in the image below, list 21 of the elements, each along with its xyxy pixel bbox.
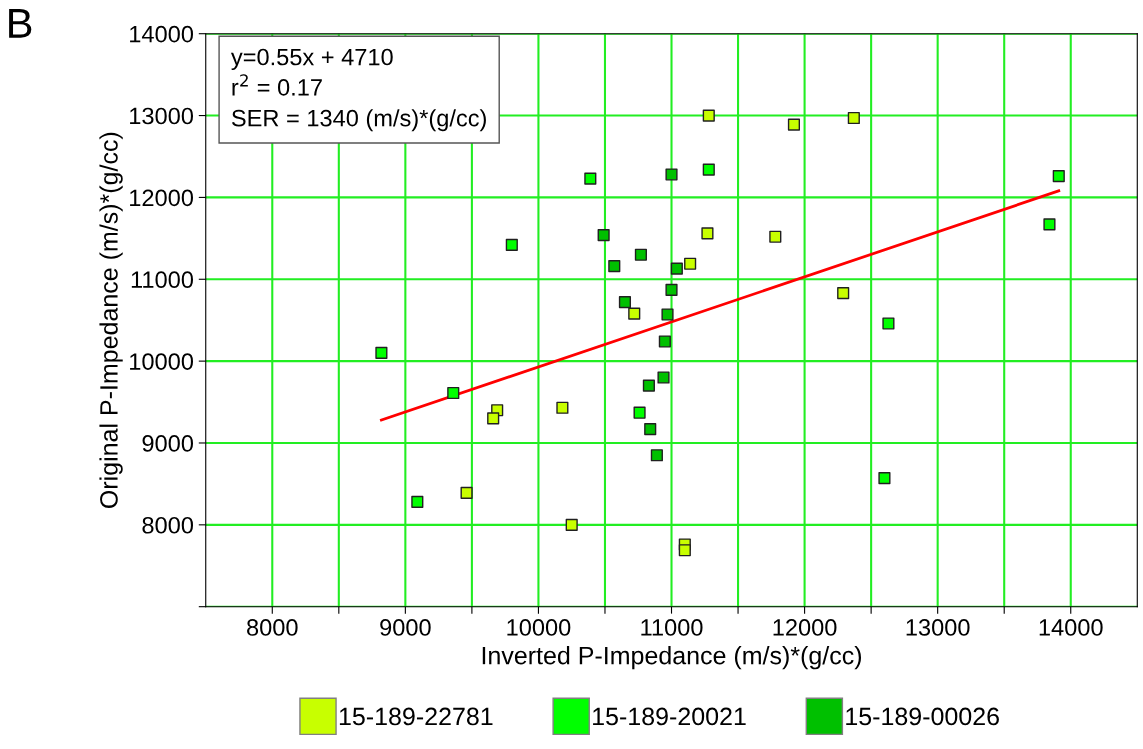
y-tick-label: 10000 [130,353,194,370]
y-tick-label: 12000 [130,189,194,207]
annotation: y=0.55x + 4710 r$^{2}$ = 0.17 SER = 1340 (m/s)*(g/cc) [230,48,486,132]
x-tick-label: 10000 [507,619,571,636]
x-tick-label: 8000 [247,619,298,636]
legend-label: 15-189-20021 [593,707,746,726]
legend-label: 15-189-00026 [846,707,999,726]
text: B [9,9,32,38]
legend-label: 15-189-22781 [339,707,493,726]
x-tick-label: 11000 [641,619,703,636]
y-tick-label: 14000 [130,25,194,43]
y-tick-label: 13000 [130,107,194,125]
y-tick-label: 9000 [142,435,194,452]
x-tick-label: 13000 [906,619,970,636]
x-tick-label: 12000 [773,619,837,636]
x-tick-label: 9000 [380,619,431,636]
x-axis-title: Inverted P-Impedance (m/s)*(g/cc) [482,646,862,670]
x-tick-label: 14000 [1039,619,1103,636]
y-tick-label: 11000 [131,271,194,289]
y-axis-title: Original P-Impedance (m/s)*(g/cc) [99,132,123,508]
y-tick-label: 8000 [142,516,194,534]
